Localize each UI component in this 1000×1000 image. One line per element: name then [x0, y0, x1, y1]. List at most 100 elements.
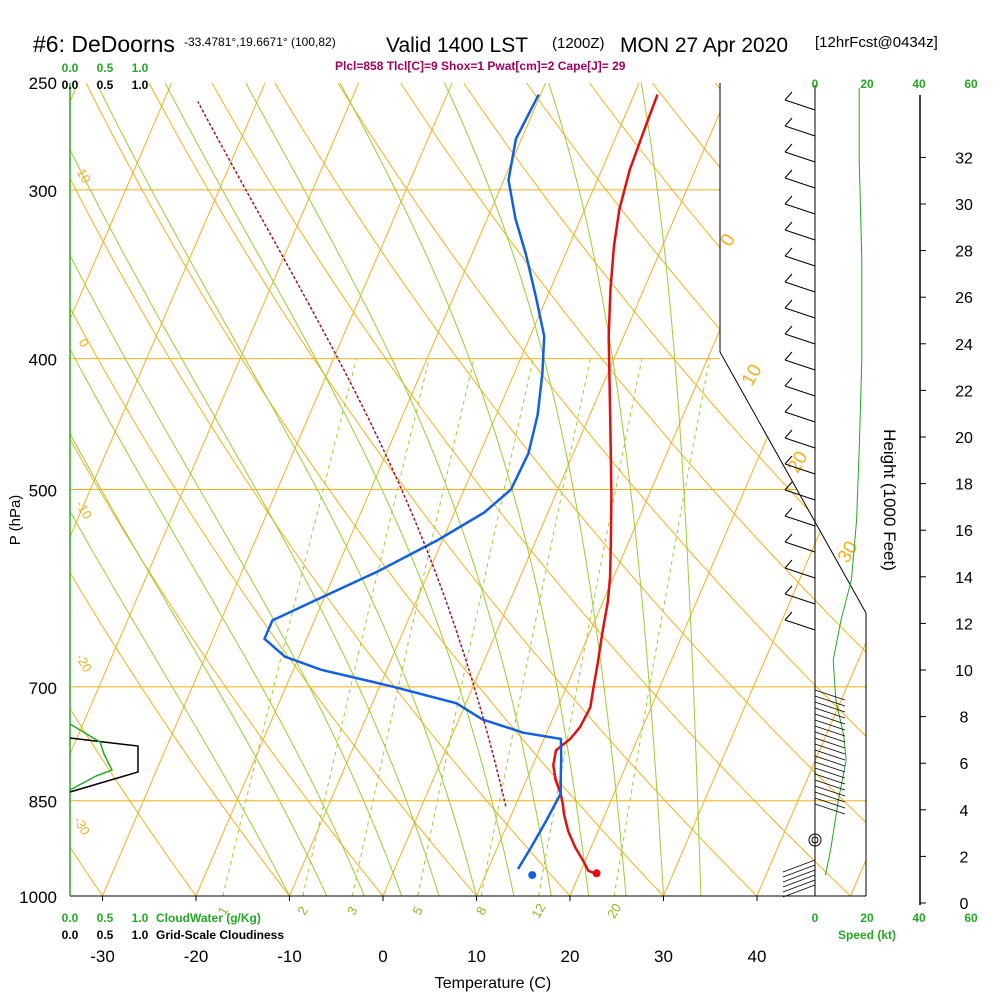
wind-barb-flag [784, 143, 793, 153]
mixing-ratio-label: 8 [473, 904, 490, 918]
wind-barb [814, 797, 846, 809]
height-tick-label: 12 [955, 616, 973, 633]
height-tick-label: 16 [955, 523, 973, 540]
cloud-axis-label: 0.0 [62, 78, 79, 92]
height-tick-label: 8 [960, 710, 969, 727]
wind-barb [814, 725, 846, 737]
cloudwater-profile [69, 723, 114, 791]
x-axis-title: Temperature (C) [435, 975, 551, 992]
x-tick-label: -10 [277, 947, 302, 966]
height-tick-label: 0 [960, 896, 969, 913]
wind-speed-tick-label: 0 [812, 77, 819, 91]
wind-barb [814, 761, 846, 773]
dry-adiabat [148, 83, 758, 896]
wind-barb [814, 695, 846, 707]
cloudiness-profile [69, 737, 139, 793]
height-tick-label: 2 [960, 849, 969, 866]
x-tick-label: 40 [748, 947, 767, 966]
wind-barb [782, 864, 816, 878]
wind-barb [784, 255, 816, 267]
wind-barb [814, 719, 846, 731]
wind-speed-profile [824, 88, 863, 876]
pressure-tick-label: 850 [29, 793, 57, 812]
wind-barb [814, 731, 846, 743]
isotherm-label: -30 [71, 814, 93, 838]
wind-barb [784, 541, 816, 553]
wind-barb-flag [784, 585, 793, 595]
x-tick-label: 0 [378, 947, 387, 966]
series-layer [197, 94, 659, 880]
forecast-date: MON 27 Apr 2020 [620, 34, 788, 57]
dewpoint-line [262, 94, 563, 870]
mixing-ratio-label: 3 [344, 904, 361, 918]
wind-barb [814, 791, 846, 803]
wind-barb-flag [784, 169, 793, 179]
wind-barb-flag [784, 403, 793, 413]
cloud-axis-label: 0.0 [62, 911, 79, 925]
wind-barb-flag [784, 195, 793, 205]
wind-barb [814, 737, 846, 749]
wind-barb-flag [784, 247, 793, 257]
wind-barb [814, 779, 846, 791]
pressure-tick-label: 400 [29, 351, 57, 370]
sounding-params: Plcl=858 Tlcl[C]=9 Shox=1 Pwat[cm]=2 Cap… [335, 59, 626, 73]
height-axis-title: Height (1000 Feet) [880, 429, 899, 571]
x-tick-label: -30 [90, 947, 115, 966]
calm-wind-circle [808, 833, 822, 847]
isotherm-line [70, 83, 173, 896]
wind-barb [784, 99, 816, 111]
wind-barb-flag [784, 273, 793, 283]
dry-adiabat [211, 83, 851, 896]
wind-barb-flag [784, 533, 793, 543]
wind-barb [784, 177, 816, 189]
x-tick-label: -20 [184, 947, 209, 966]
cloud-axis-label: 1.0 [132, 61, 149, 75]
moist-adiabat [164, 83, 515, 896]
mixing-ratio-label: 5 [409, 904, 426, 918]
wind-speed-tick-label: 60 [964, 77, 978, 91]
wind-speed-tick-label: 0 [812, 911, 819, 925]
wind-barb [814, 707, 846, 719]
wind-barb [784, 567, 816, 579]
isotherm-label: 0 [76, 336, 93, 350]
x-tick-label: 10 [467, 947, 486, 966]
dry-adiabat [904, 83, 1000, 896]
pressure-tick-label: 1000 [19, 888, 57, 907]
pressure-tick-label: 700 [29, 679, 57, 698]
moist-adiabat [640, 83, 702, 896]
forecast-run: [12hrFcst@0434z] [815, 34, 938, 51]
wind-barb-flag [784, 377, 793, 387]
pressure-tick-label: 500 [29, 482, 57, 501]
wind-barb [814, 749, 846, 761]
y-axis-title: P (hPa) [7, 495, 24, 546]
wind-barb-flag [784, 221, 793, 231]
wind-barb [782, 869, 816, 883]
wind-speed-tick-label: 20 [860, 77, 874, 91]
wind-barb-flag [784, 481, 793, 491]
height-tick-label: 18 [955, 477, 973, 494]
mixing-ratio-line [538, 358, 643, 896]
dry-adiabat [70, 83, 197, 896]
wind-barb-flag [784, 117, 793, 127]
mixing-ratio-line [302, 358, 430, 896]
moist-adiabat [96, 83, 477, 896]
moist-adiabat [70, 83, 365, 896]
wind-barb-flag [784, 351, 793, 361]
dry-adiabat [70, 83, 290, 896]
dry-adiabat [526, 83, 866, 896]
wind-barb [782, 884, 816, 898]
height-tick-label: 6 [960, 756, 969, 773]
wind-barb [814, 689, 846, 701]
wind-barb [814, 743, 846, 755]
pressure-tick-label: 300 [29, 182, 57, 201]
isotherm-label: -10 [73, 498, 95, 522]
wind-barb-flag [784, 559, 793, 569]
wind-barb [814, 701, 846, 713]
cloudwater-label: CloudWater (g/Kg) [156, 911, 261, 925]
dry-adiabat [70, 83, 477, 896]
wind-barb [782, 874, 816, 888]
wind-barb [784, 437, 816, 449]
dry-adiabat [337, 83, 866, 896]
